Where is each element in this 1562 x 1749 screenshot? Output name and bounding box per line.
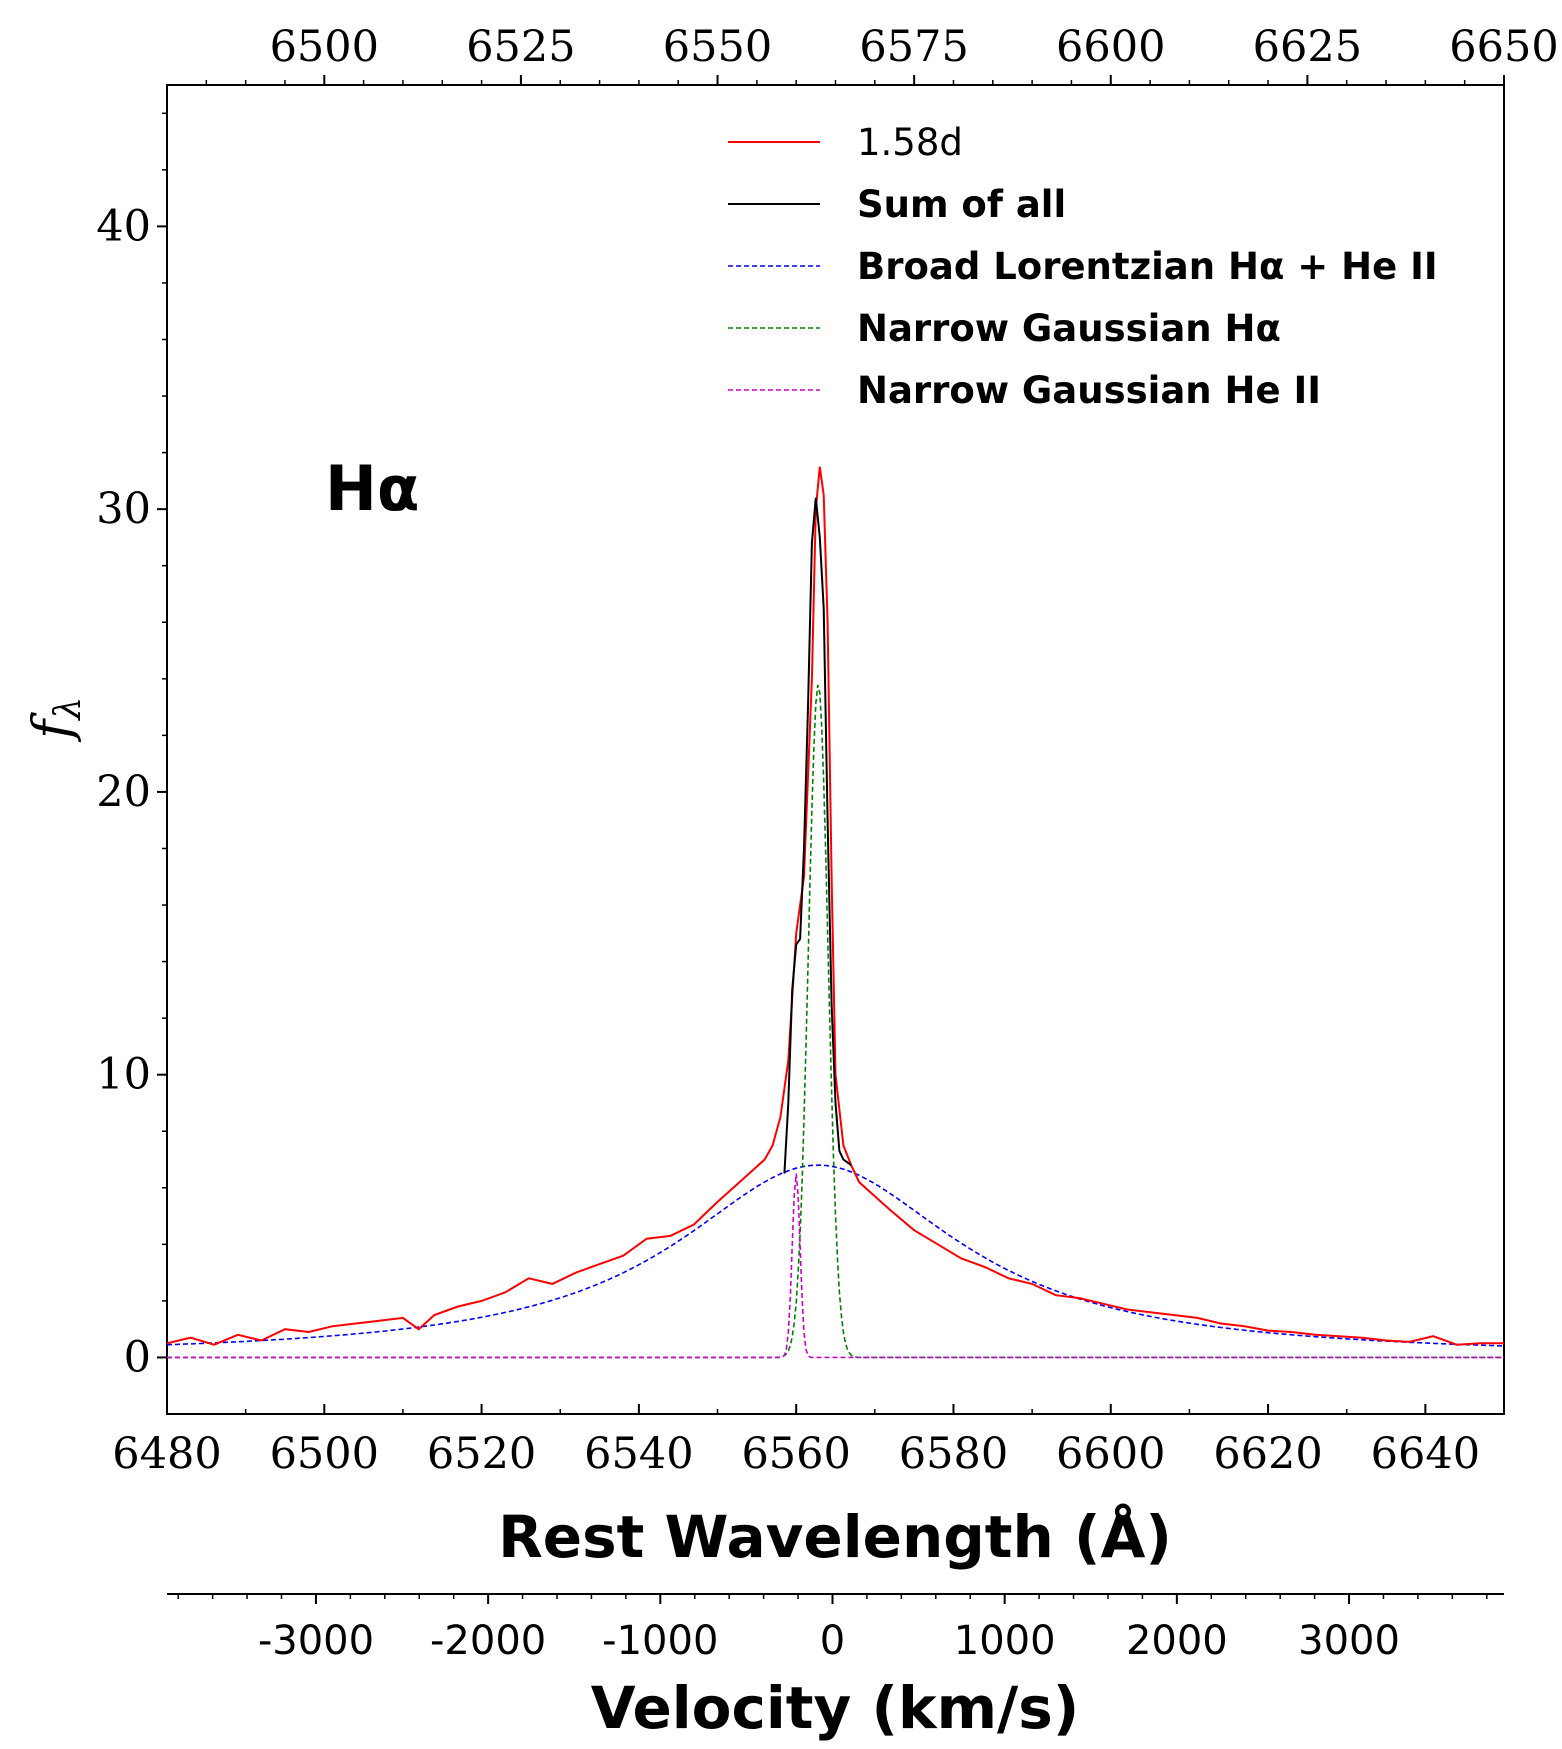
x-tick-label: 6620	[1213, 1429, 1322, 1479]
legend-label-sum-of-all: Sum of all	[857, 183, 1066, 226]
y-tick-label: 40	[96, 201, 151, 251]
y-tick-label: 0	[124, 1332, 151, 1382]
y-axis-title: fλ	[23, 697, 89, 743]
top-tick-label: 6525	[466, 22, 575, 72]
series-line-1-58d	[167, 466, 1504, 1346]
x-tick-label: 6640	[1371, 1429, 1480, 1479]
top-tick-label: 6625	[1253, 22, 1362, 72]
velocity-axis: -3000 -2000 -1000 0 1000 2000 3000	[177, 1594, 1488, 1664]
top-tick-label: 6500	[270, 22, 379, 72]
x-tick-label: 6560	[741, 1429, 850, 1479]
y-tick-label: 10	[96, 1050, 151, 1100]
top-tick-label: 6600	[1056, 22, 1165, 72]
top-tick-label: 6550	[663, 22, 772, 72]
legend-label-broad-lorentzian-h-he-ii: Broad Lorentzian Hα + He II	[857, 245, 1438, 288]
legend-label-1-58d: 1.58d	[857, 121, 963, 164]
line-annotation: Hα	[325, 452, 419, 525]
velocity-tick-label: 2000	[1126, 1618, 1228, 1664]
legend-label-narrow-gaussian-h: Narrow Gaussian Hα	[857, 307, 1281, 350]
x-tick-label: 6600	[1056, 1429, 1165, 1479]
top-tick-label: 6650	[1449, 22, 1558, 72]
series-line-narrow-gaussian-he-ii	[167, 1173, 1504, 1359]
velocity-tick-label: -1000	[602, 1618, 718, 1664]
x-tick-label: 6540	[584, 1429, 693, 1479]
legend-label-narrow-gaussian-he-ii: Narrow Gaussian He II	[857, 369, 1321, 412]
x-axis-title: Rest Wavelength (Å)	[498, 1502, 1172, 1571]
velocity-tick-label: -3000	[258, 1618, 374, 1664]
legend: 1.58d Sum of all Broad Lorentzian Hα + He …	[728, 121, 1438, 412]
y-tick-label: 30	[96, 484, 151, 534]
velocity-tick-label: -2000	[430, 1618, 546, 1664]
top-tick-label: 6575	[859, 22, 968, 72]
x-tick-label: 6520	[427, 1429, 536, 1479]
series-line-narrow-gaussian-h	[167, 684, 1504, 1359]
velocity-tick-label: 0	[820, 1618, 845, 1664]
velocity-tick-label: 1000	[954, 1618, 1056, 1664]
series-line-broad-lorentzian-h-he-ii	[167, 1164, 1504, 1347]
series-layer	[167, 466, 1504, 1359]
x-tick-label: 6500	[270, 1429, 379, 1479]
axes-layer: 6480 6500 6520 6540 6560 6580 6600 6620 6640 0 10 2…	[96, 22, 1558, 1479]
velocity-axis-title: Velocity (km/s)	[591, 1674, 1080, 1742]
y-tick-label: 20	[96, 767, 151, 817]
x-tick-label: 6580	[899, 1429, 1008, 1479]
x-tick-label: 6480	[112, 1429, 221, 1479]
velocity-tick-label: 3000	[1298, 1618, 1400, 1664]
series-line-sum-of-all	[783, 497, 852, 1174]
